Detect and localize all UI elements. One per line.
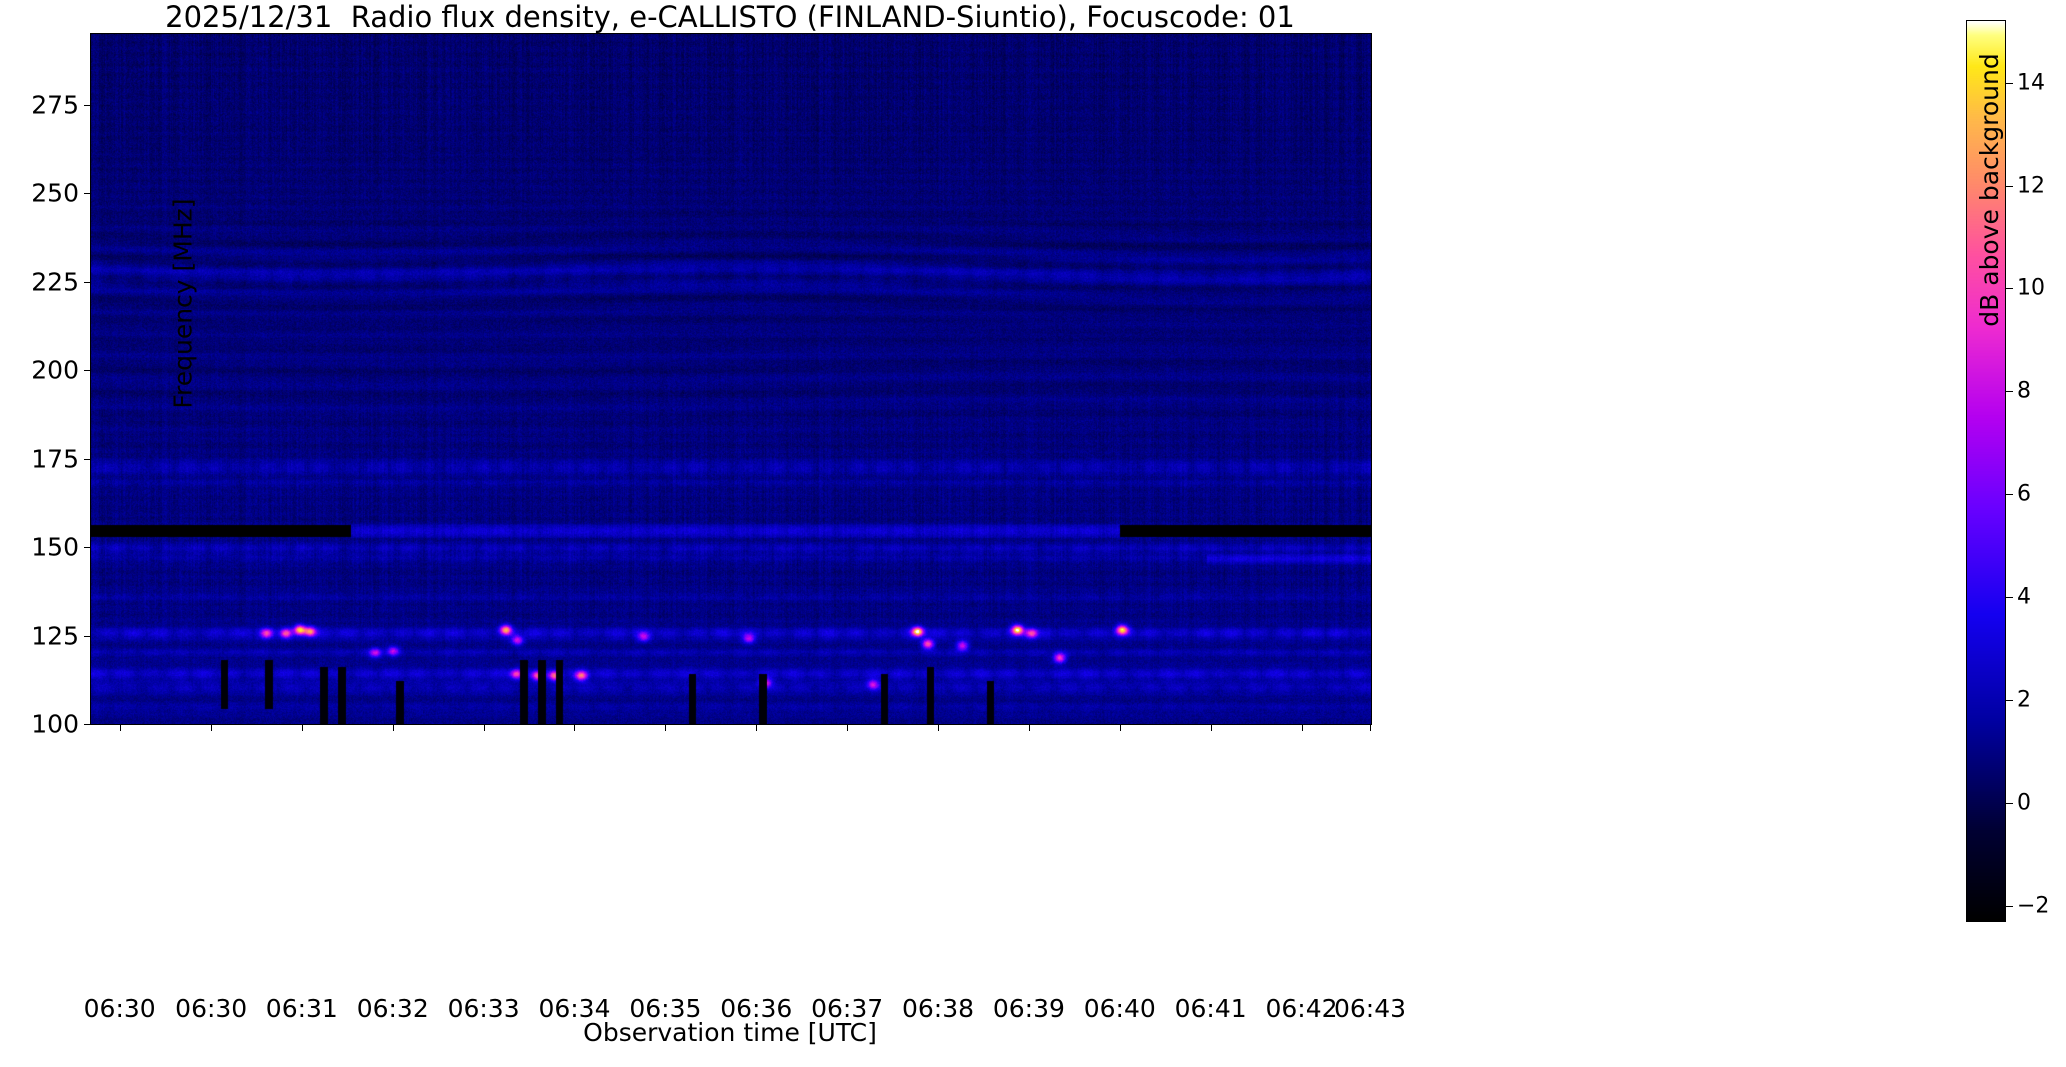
y-tick-label: 175 xyxy=(31,444,79,474)
x-tick-label: 06:42 xyxy=(1265,994,1338,1023)
x-tick-mark xyxy=(574,724,576,731)
x-tick-label: 06:30 xyxy=(175,994,248,1023)
colorbar-tick-label: 6 xyxy=(2017,481,2031,507)
colorbar-tick-mark xyxy=(2006,391,2013,393)
x-tick-label: 06:32 xyxy=(356,994,429,1023)
colorbar-tick-mark xyxy=(2006,905,2013,907)
y-tick-mark xyxy=(84,104,91,106)
y-tick-mark xyxy=(84,458,91,460)
colorbar-tick-mark xyxy=(2006,802,2013,804)
x-tick-mark xyxy=(1301,724,1303,731)
x-tick-mark xyxy=(301,724,303,731)
colorbar-tick-label: 0 xyxy=(2017,790,2031,816)
x-tick-label: 06:30 xyxy=(83,994,156,1023)
x-tick-label: 06:36 xyxy=(720,994,793,1023)
y-tick-mark xyxy=(84,724,91,725)
colorbar-tick-mark xyxy=(2006,185,2013,187)
x-tick-label: 06:39 xyxy=(992,994,1065,1023)
x-tick-label: 06:38 xyxy=(901,994,975,1023)
y-tick-label: 200 xyxy=(31,355,79,385)
x-tick-mark xyxy=(1028,724,1030,731)
x-tick-mark xyxy=(1210,724,1212,731)
x-tick-label: 06:40 xyxy=(1083,994,1156,1023)
y-tick-label: 125 xyxy=(31,621,79,651)
colorbar-gradient xyxy=(1967,21,2005,921)
x-tick-mark xyxy=(119,724,121,731)
spectrogram-axes: Frequency [MHz] 275 250 225 200 175 150 125 100 xyxy=(31,33,1372,739)
x-tick-mark xyxy=(847,724,849,731)
x-tick-mark xyxy=(756,724,758,731)
x-tick-mark xyxy=(938,724,939,731)
y-tick-mark xyxy=(84,635,91,637)
colorbar-label: dB above background xyxy=(1975,53,2004,327)
page-title: 2025/12/31 Radio flux density, e-CALLIST… xyxy=(165,0,1295,34)
colorbar-tick-label: 14 xyxy=(2017,70,2045,96)
y-tick-mark xyxy=(84,370,91,372)
y-axis-label: Frequency [MHz] xyxy=(168,198,198,409)
colorbar-tick-label: 8 xyxy=(2017,378,2031,404)
y-tick-mark xyxy=(84,547,91,549)
x-tick-mark xyxy=(211,724,213,731)
x-tick-label: 06:43 xyxy=(1333,994,1407,1023)
x-tick-mark xyxy=(483,724,485,731)
x-tick-label: 06:31 xyxy=(265,994,338,1023)
colorbar-tick-label: 4 xyxy=(2017,584,2031,610)
y-tick-mark xyxy=(84,281,91,283)
colorbar: 14 12 10 8 6 4 2 0 −2 xyxy=(1966,20,2049,922)
x-tick-mark xyxy=(1370,724,1371,731)
y-tick-label: 150 xyxy=(31,532,79,562)
colorbar-tick-label: 12 xyxy=(2017,173,2045,199)
colorbar-tick-mark xyxy=(2006,82,2013,84)
x-tick-mark xyxy=(1119,724,1121,731)
x-tick-label: 06:33 xyxy=(447,994,520,1023)
x-tick-label: 06:41 xyxy=(1174,994,1247,1023)
y-tick-label: 225 xyxy=(31,267,79,297)
x-tick-mark xyxy=(392,724,394,731)
x-axis-label: Observation time [UTC] xyxy=(583,1018,877,1047)
x-tick-mark xyxy=(665,724,667,731)
colorbar-tick-mark xyxy=(2006,494,2013,496)
y-tick-label: 100 xyxy=(31,709,79,739)
y-tick-mark xyxy=(84,193,91,195)
spectrogram-image xyxy=(91,34,1371,724)
colorbar-tick-mark xyxy=(2006,699,2013,701)
colorbar-tick-label: −2 xyxy=(2017,893,2050,919)
colorbar-tick-label: 2 xyxy=(2017,687,2031,713)
colorbar-tick-mark xyxy=(2006,288,2013,290)
x-tick-label: 06:37 xyxy=(811,994,884,1023)
colorbar-tick-label: 10 xyxy=(2017,275,2045,301)
colorbar-tick-mark xyxy=(2006,597,2013,598)
x-tick-label: 06:34 xyxy=(538,994,611,1023)
y-tick-label: 275 xyxy=(31,90,79,120)
x-tick-label: 06:35 xyxy=(629,994,702,1023)
y-tick-label: 250 xyxy=(31,178,79,208)
